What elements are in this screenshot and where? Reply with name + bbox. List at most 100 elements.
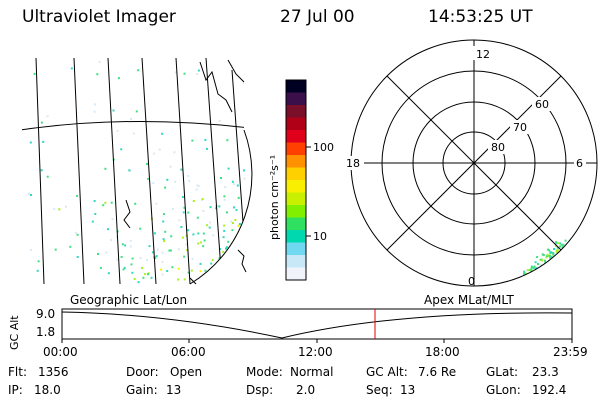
x-tick-label: 23:59	[553, 345, 588, 359]
emission-pixel	[555, 249, 558, 252]
emission-pixel	[30, 194, 32, 196]
colorbar-segment	[286, 230, 306, 243]
emission-pixel	[196, 73, 199, 75]
emission-pixel	[222, 250, 225, 253]
emission-pixel	[177, 267, 180, 270]
emission-pixel	[130, 263, 133, 266]
gain-value: 13	[166, 383, 182, 397]
emission-pixel	[526, 269, 529, 272]
color-scale-border	[285, 79, 307, 281]
emission-pixel	[556, 246, 559, 249]
emission-pixel	[102, 204, 105, 207]
orbit-axis-label: GC Alt	[8, 315, 21, 350]
mlt-label-18: 18	[346, 157, 360, 170]
colorbar-segment	[286, 130, 306, 143]
emission-pixel	[557, 242, 560, 245]
emission-pixel	[218, 120, 221, 122]
emission-pixel	[209, 221, 212, 224]
emission-pixel	[555, 245, 558, 247]
emission-pixel	[223, 195, 226, 198]
emission-pixel	[116, 258, 119, 261]
emission-pixel	[134, 202, 137, 205]
emission-pixel	[105, 251, 108, 254]
colorbar-segment	[286, 142, 306, 156]
emission-pixel	[133, 278, 136, 280]
emission-pixel	[76, 233, 79, 236]
emission-pixel	[210, 262, 213, 265]
emission-pixel	[192, 200, 195, 202]
emission-pixel	[110, 201, 113, 204]
emission-pixel	[204, 269, 207, 272]
gc-alt-value: 7.6 Re	[418, 365, 457, 379]
emission-pixel	[531, 272, 534, 275]
colorbar-tick-label-100: 100	[313, 141, 334, 154]
emission-pixel	[234, 243, 237, 246]
emission-pixel	[232, 248, 235, 251]
emission-pixel	[173, 151, 176, 154]
emission-pixel	[186, 249, 189, 251]
emission-pixel	[533, 271, 536, 274]
emission-pixel	[226, 139, 229, 142]
emission-pixel	[58, 208, 61, 211]
colorbar-segment	[286, 217, 306, 231]
emission-pixel	[220, 177, 222, 179]
emission-pixel	[164, 230, 167, 233]
emission-pixel	[226, 211, 228, 214]
emission-pixel	[546, 253, 549, 256]
emission-pixel	[204, 138, 207, 141]
emission-pixel	[243, 169, 245, 172]
emission-pixel	[158, 148, 161, 151]
emission-pixel	[225, 246, 228, 249]
emission-pixel	[217, 282, 219, 284]
emission-pixel	[94, 213, 97, 215]
dsp-label: Dsp:	[246, 383, 274, 397]
emission-pixel	[231, 259, 234, 262]
mlt-label-0: 0	[468, 275, 475, 288]
emission-pixel	[29, 141, 32, 144]
emission-pixel	[559, 242, 562, 245]
emission-pixel	[243, 177, 246, 180]
emission-pixel	[202, 210, 205, 212]
emission-pixel	[177, 278, 180, 281]
emission-pixel	[535, 267, 538, 270]
emission-pixel	[536, 263, 539, 266]
emission-pixel	[199, 270, 202, 273]
mode-value: Normal	[290, 365, 334, 379]
emission-pixel	[527, 274, 530, 277]
emission-pixel	[215, 207, 218, 210]
emission-pixel	[144, 273, 147, 276]
emission-pixel	[199, 241, 202, 244]
lat-label-60: 60	[535, 98, 549, 111]
emission-pixel	[223, 198, 226, 201]
emission-pixel	[214, 265, 217, 268]
colorbar-segment	[286, 205, 306, 218]
emission-pixel	[218, 257, 221, 260]
earth-limb	[189, 129, 253, 285]
emission-pixel	[232, 183, 235, 185]
emission-pixel	[230, 258, 233, 261]
geographic-grid	[22, 58, 251, 284]
emission-pixel	[141, 266, 143, 269]
emission-pixel	[76, 194, 79, 197]
mode-label: Mode:	[246, 365, 283, 379]
emission-pixel	[221, 263, 224, 266]
glat-label: GLat:	[486, 365, 519, 379]
emission-pixel	[120, 256, 123, 258]
emission-pixel	[123, 266, 126, 269]
emission-pixel	[65, 205, 67, 208]
emission-pixel	[172, 208, 174, 211]
colorbar-segment	[286, 92, 306, 106]
label-bg	[510, 120, 530, 134]
emission-pixel	[211, 259, 214, 262]
emission-pixel	[107, 272, 110, 275]
emission-pixel	[235, 209, 238, 211]
colorbar-segment	[286, 80, 306, 93]
emission-pixel	[541, 259, 543, 262]
date-label: 27 Jul 00	[280, 7, 355, 27]
x-tick-label: 12:00	[298, 345, 333, 359]
emission-pixel	[111, 218, 114, 221]
emission-pixel	[28, 192, 30, 195]
label-bg	[488, 140, 508, 154]
emission-pixel	[183, 278, 186, 281]
orbit-y-tick-top: 9.0	[36, 307, 56, 321]
